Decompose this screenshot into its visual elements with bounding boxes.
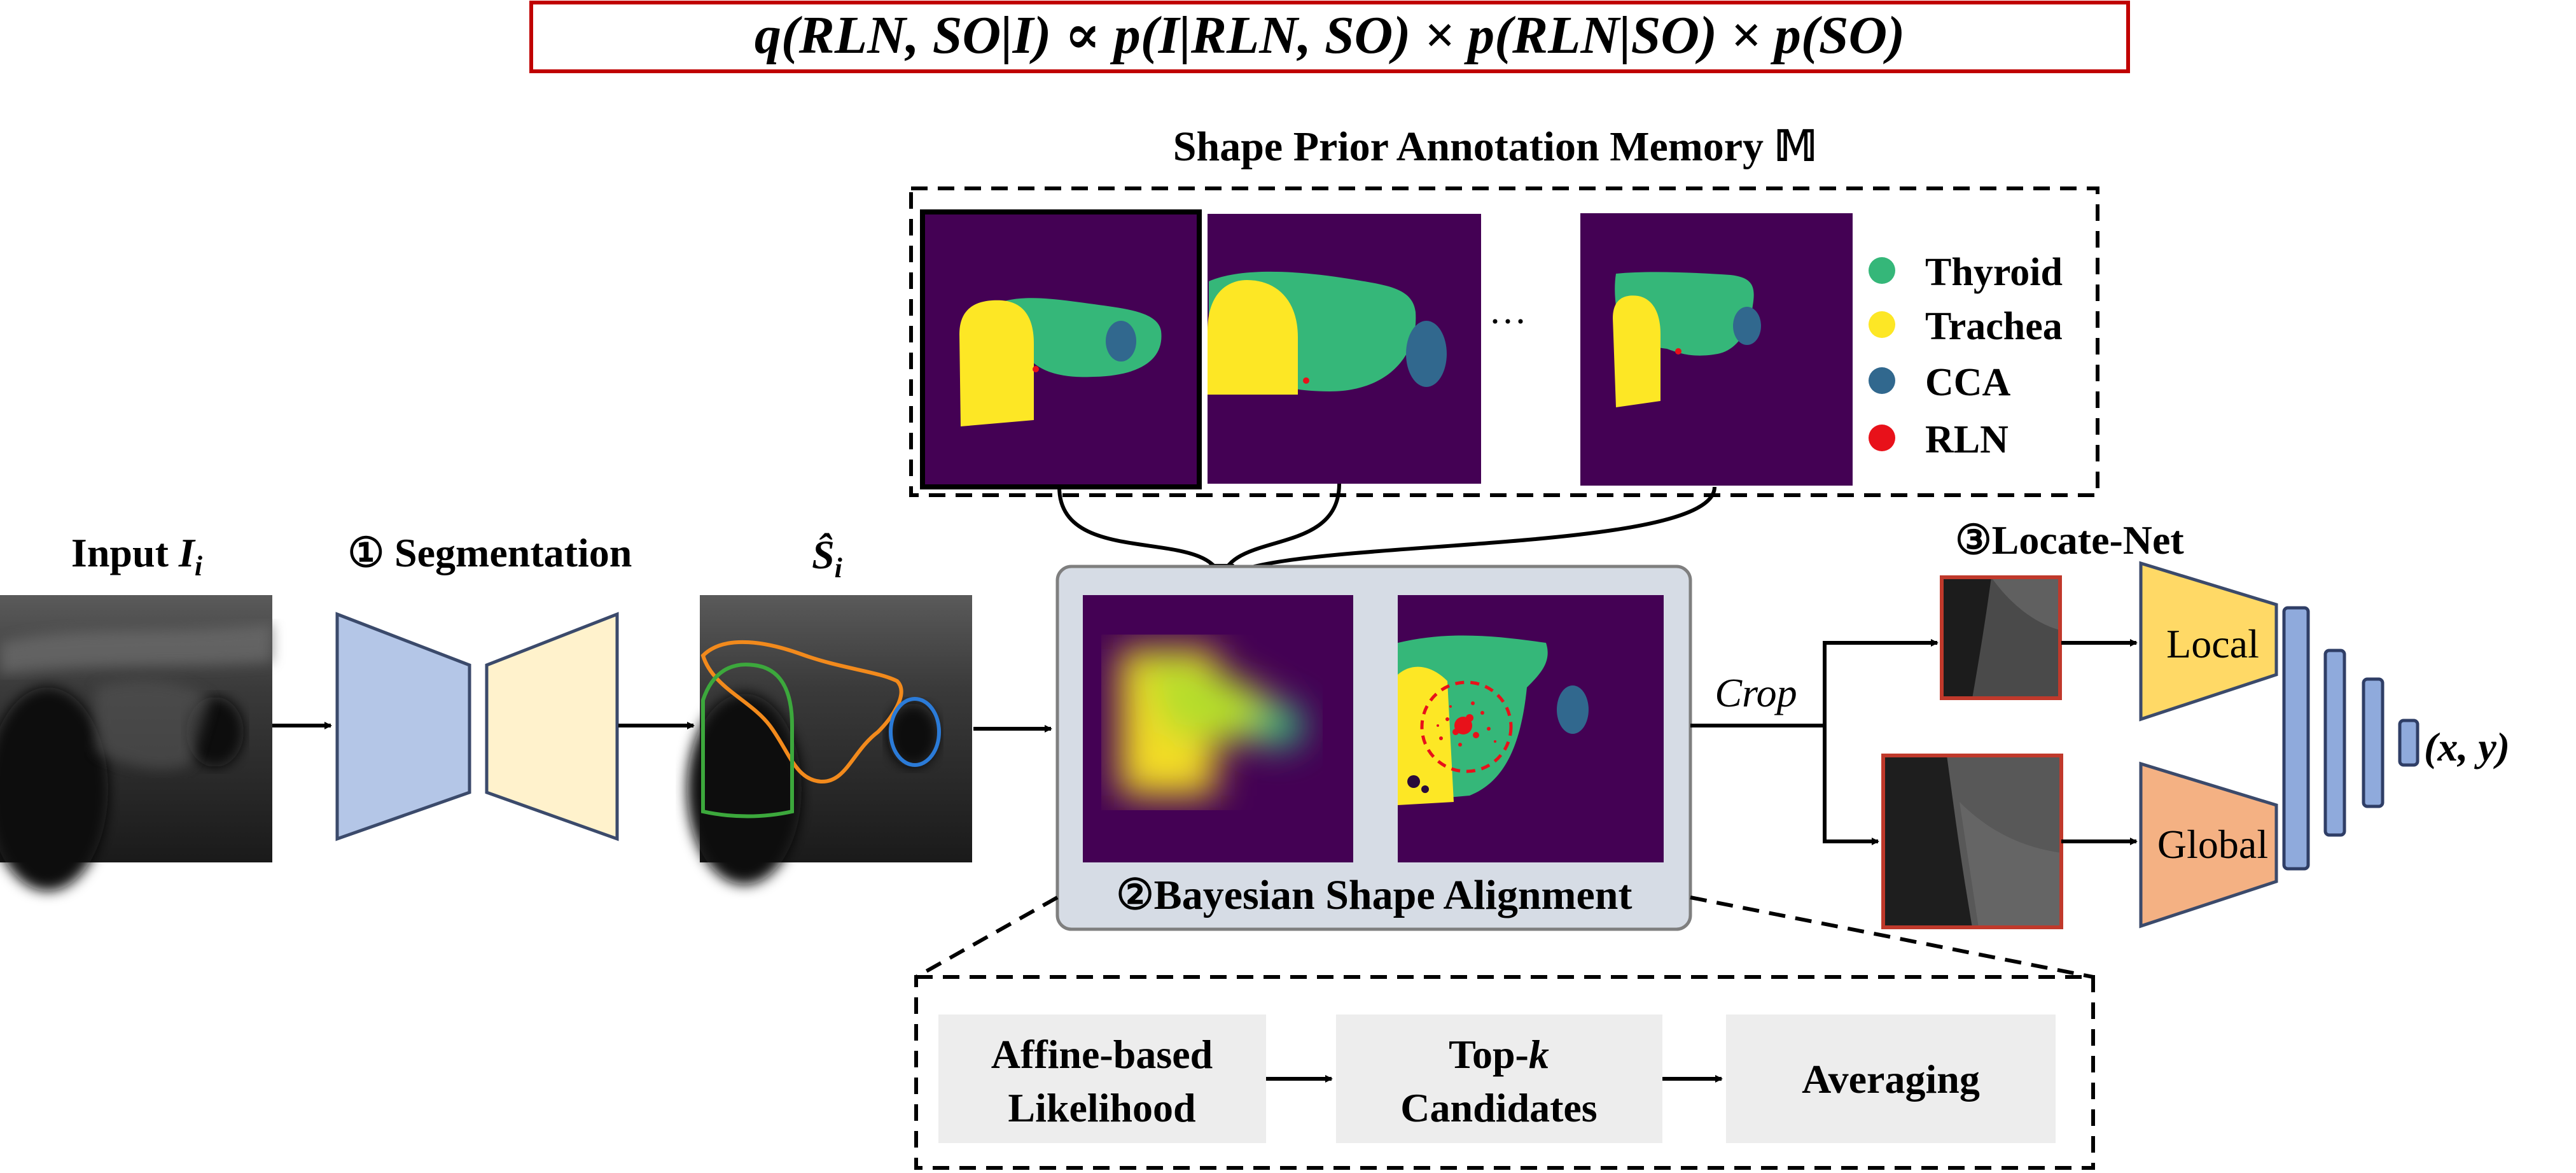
rln-dot	[1033, 366, 1039, 372]
crop-arrow-global	[1823, 726, 1879, 845]
zoom-line-left	[915, 896, 1059, 979]
memory-mask-3	[1580, 213, 1853, 486]
equation-text: q(RLN, SO|I) ∝ p(I|RLN, SO) × p(RLN|SO) …	[755, 6, 1905, 65]
zoom-line-right	[1690, 896, 2094, 979]
pipeline-box	[914, 975, 2095, 1170]
local-crop-image	[1940, 575, 2062, 700]
locate-net-title: ③Locate-Net	[1955, 517, 2184, 563]
cca-shape	[1106, 321, 1136, 362]
memory-box	[909, 186, 2099, 497]
memory-ellipsis: ···	[1489, 300, 1527, 342]
svg-text:Affine-based: Affine-based	[991, 1032, 1213, 1077]
trachea-shape	[959, 300, 1034, 426]
global-branch: Global	[2139, 761, 2278, 929]
trachea-shape	[1613, 295, 1660, 407]
memory-mask-1	[920, 209, 1202, 489]
seg-output-image	[687, 595, 972, 885]
equation-box: q(RLN, SO|I) ∝ p(I|RLN, SO) × p(RLN|SO) …	[529, 1, 2130, 73]
global-crop-image	[1881, 754, 2063, 929]
rln-region-circle	[1420, 680, 1513, 773]
bayesian-label: ②Bayesian Shape Alignment	[1117, 872, 1633, 918]
memory-mask-2	[1208, 214, 1481, 484]
svg-text:Top-k: Top-k	[1449, 1032, 1549, 1077]
svg-text:Local: Local	[2166, 621, 2259, 666]
memory-title: Shape Prior Annotation Memory 𝕄	[1173, 123, 1817, 170]
svg-text:Candidates: Candidates	[1400, 1085, 1597, 1130]
rln-dot	[1303, 377, 1309, 384]
local-branch: Local	[2139, 561, 2278, 722]
legend-item-cca: CCA	[1869, 361, 2011, 404]
pipeline-step-averaging: Averaging	[1726, 1015, 2056, 1143]
alignment-result	[1398, 595, 1664, 862]
svg-text:RLN: RLN	[1925, 418, 2009, 461]
cca-shape	[1406, 321, 1447, 387]
svg-text:Averaging: Averaging	[1802, 1057, 1980, 1102]
legend-item-rln: RLN	[1869, 418, 2009, 461]
pipeline-step-topk: Top-k Candidates	[1336, 1015, 1662, 1143]
legend-item-thyroid: Thyroid	[1869, 251, 2063, 294]
trachea-shape	[1208, 280, 1298, 395]
legend: Thyroid Trachea CCA RLN	[1869, 251, 2063, 461]
input-label: Input Ii	[71, 530, 203, 582]
svg-text:Global: Global	[2157, 822, 2268, 867]
svg-text:Likelihood: Likelihood	[1008, 1085, 1195, 1130]
crop-label: Crop	[1715, 670, 1797, 715]
fc-layers	[2282, 606, 2419, 871]
svg-text:Trachea: Trachea	[1925, 305, 2063, 348]
input-ultrasound-image	[0, 595, 272, 891]
thyroid-contour	[700, 640, 903, 784]
decoder-block	[485, 612, 619, 841]
segmentation-label: ① Segmentation	[348, 530, 632, 575]
rln-candidates	[1437, 701, 1496, 747]
cca-contour	[889, 697, 941, 767]
svg-text:Thyroid: Thyroid	[1925, 251, 2063, 294]
trachea-contour	[701, 663, 794, 818]
encoder-block	[335, 612, 471, 841]
legend-item-trachea: Trachea	[1869, 305, 2063, 348]
crop-arrow-local	[1823, 639, 1939, 726]
svg-text:CCA: CCA	[1925, 361, 2011, 404]
cca-shape	[1733, 307, 1761, 345]
rln-dot	[1675, 348, 1681, 355]
likelihood-heatmap	[1083, 595, 1353, 862]
pipeline-step-affine: Affine-based Likelihood	[938, 1015, 1266, 1143]
output-coordinates: (x, y)	[2424, 724, 2510, 769]
seg-output-label: Ŝi	[812, 532, 843, 584]
